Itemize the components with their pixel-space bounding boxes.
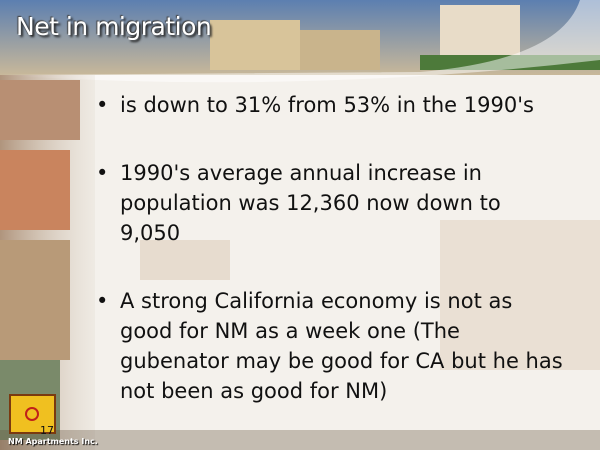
bullet: is down to 31% from 53% in the 1990's bbox=[96, 90, 566, 120]
footer-logo-text: NM Apartments Inc. bbox=[8, 437, 98, 446]
slide-number: 17 bbox=[40, 424, 54, 437]
slide-title: Net in migration bbox=[16, 12, 212, 41]
bullet: 1990's average annual increase in popula… bbox=[96, 158, 566, 248]
bullet: A strong California economy is not as go… bbox=[96, 286, 566, 406]
bullet-list: is down to 31% from 53% in the 1990's 19… bbox=[96, 90, 566, 444]
